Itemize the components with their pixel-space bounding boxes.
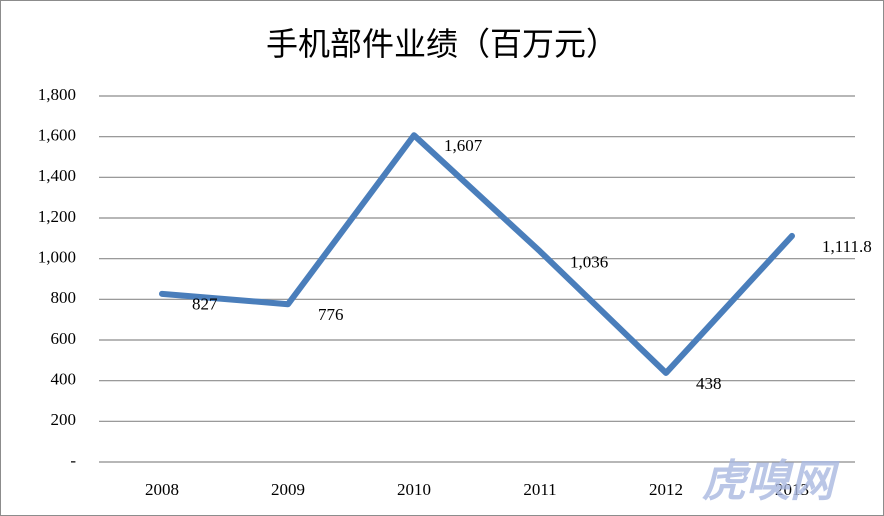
y-tick-label: - xyxy=(70,451,76,470)
watermark: 虎嗅网 xyxy=(702,456,840,507)
data-label: 1,111.8 xyxy=(822,237,872,256)
y-tick-label: 1,200 xyxy=(38,207,76,226)
y-tick-label: 400 xyxy=(51,370,77,389)
x-tick-label: 2013 xyxy=(775,480,809,499)
x-tick-label: 2009 xyxy=(271,480,305,499)
y-tick-label: 200 xyxy=(51,410,77,429)
y-tick-label: 1,400 xyxy=(38,166,76,185)
y-tick-label: 1,600 xyxy=(38,126,76,145)
y-tick-label: 1,800 xyxy=(38,85,76,104)
y-tick-label: 600 xyxy=(51,329,77,348)
x-tick-label: 2012 xyxy=(649,480,683,499)
data-label: 1,036 xyxy=(570,252,608,271)
data-label: 776 xyxy=(318,305,344,324)
x-tick-label: 2010 xyxy=(397,480,431,499)
y-tick-label: 800 xyxy=(51,288,77,307)
y-tick-label: 1,000 xyxy=(38,248,76,267)
chart-title: 手机部件业绩（百万元） xyxy=(266,25,618,63)
data-label: 1,607 xyxy=(444,136,483,155)
data-line xyxy=(159,132,795,376)
x-tick-label: 2011 xyxy=(523,480,556,499)
x-tick-label: 2008 xyxy=(145,480,179,499)
data-label: 438 xyxy=(696,374,722,393)
data-label: 827 xyxy=(192,295,218,314)
